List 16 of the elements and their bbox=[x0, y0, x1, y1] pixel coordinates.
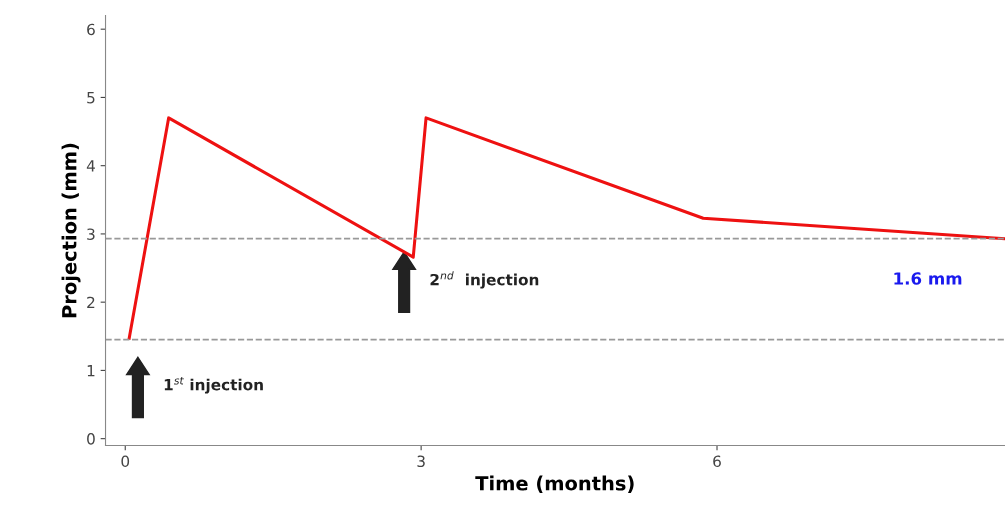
y-axis-title: Projection (mm) bbox=[61, 143, 81, 318]
x-tick-label: 3 bbox=[417, 455, 425, 468]
line-series bbox=[127, 116, 1005, 340]
y-tick-label: 5 bbox=[87, 92, 95, 104]
x-tick-label: 0 bbox=[121, 455, 130, 468]
annotation: 1$^{st}$ injection bbox=[164, 376, 263, 394]
x-tick-label: 6 bbox=[713, 455, 721, 468]
annotation: 2$^{nd}$ injection bbox=[430, 271, 539, 289]
x-axis-title: Time (months) bbox=[475, 475, 634, 493]
y-tick-label: 1 bbox=[87, 365, 95, 377]
y-tick-label: 2 bbox=[87, 296, 95, 308]
annotation: 1.6 mm bbox=[894, 272, 962, 285]
y-tick-label: 6 bbox=[87, 23, 95, 36]
y-tick-label: 3 bbox=[87, 228, 95, 240]
y-tick-label: 4 bbox=[86, 160, 95, 172]
y-tick-label: 0 bbox=[87, 433, 95, 445]
